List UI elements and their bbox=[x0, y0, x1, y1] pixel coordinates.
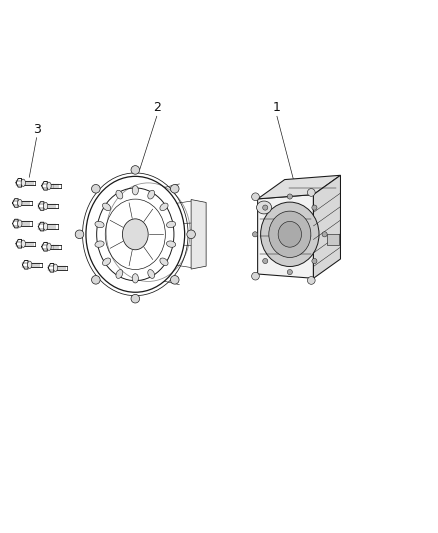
Ellipse shape bbox=[166, 221, 176, 228]
Ellipse shape bbox=[148, 270, 155, 278]
Ellipse shape bbox=[278, 221, 301, 247]
Ellipse shape bbox=[43, 203, 48, 209]
Ellipse shape bbox=[257, 201, 272, 214]
Circle shape bbox=[263, 205, 268, 210]
Circle shape bbox=[251, 193, 259, 200]
Ellipse shape bbox=[28, 261, 32, 269]
Polygon shape bbox=[314, 175, 340, 278]
Circle shape bbox=[312, 259, 317, 264]
Ellipse shape bbox=[18, 199, 22, 207]
Ellipse shape bbox=[160, 258, 168, 265]
Ellipse shape bbox=[122, 219, 148, 250]
Ellipse shape bbox=[132, 274, 138, 283]
Polygon shape bbox=[258, 195, 314, 278]
Ellipse shape bbox=[160, 203, 168, 211]
Circle shape bbox=[287, 270, 293, 274]
Circle shape bbox=[322, 232, 327, 237]
Ellipse shape bbox=[95, 241, 104, 247]
Ellipse shape bbox=[53, 264, 58, 271]
Ellipse shape bbox=[269, 211, 311, 257]
Ellipse shape bbox=[43, 223, 48, 230]
Bar bbox=[327, 235, 339, 245]
Polygon shape bbox=[258, 175, 340, 199]
Ellipse shape bbox=[148, 190, 155, 199]
Circle shape bbox=[307, 277, 315, 284]
Circle shape bbox=[252, 232, 258, 237]
Ellipse shape bbox=[47, 243, 51, 251]
Circle shape bbox=[92, 184, 100, 193]
Ellipse shape bbox=[116, 190, 123, 199]
Ellipse shape bbox=[21, 240, 25, 247]
Ellipse shape bbox=[18, 220, 22, 227]
Ellipse shape bbox=[102, 203, 111, 211]
Circle shape bbox=[131, 166, 140, 174]
Ellipse shape bbox=[261, 202, 319, 266]
Circle shape bbox=[92, 276, 100, 284]
Circle shape bbox=[170, 276, 179, 284]
Circle shape bbox=[312, 205, 317, 210]
Ellipse shape bbox=[116, 270, 123, 278]
Circle shape bbox=[75, 230, 84, 239]
Circle shape bbox=[251, 272, 259, 280]
Circle shape bbox=[287, 194, 293, 199]
Circle shape bbox=[131, 294, 140, 303]
Ellipse shape bbox=[132, 185, 138, 195]
Circle shape bbox=[263, 259, 268, 264]
Polygon shape bbox=[191, 199, 206, 269]
Circle shape bbox=[187, 230, 195, 239]
Text: 1: 1 bbox=[273, 101, 281, 114]
Ellipse shape bbox=[21, 179, 25, 187]
Text: 2: 2 bbox=[153, 101, 161, 114]
Ellipse shape bbox=[95, 221, 104, 228]
Circle shape bbox=[170, 184, 179, 193]
Text: 3: 3 bbox=[33, 123, 40, 135]
Ellipse shape bbox=[47, 182, 51, 189]
Ellipse shape bbox=[166, 241, 176, 247]
Circle shape bbox=[307, 189, 315, 196]
Ellipse shape bbox=[102, 258, 111, 265]
